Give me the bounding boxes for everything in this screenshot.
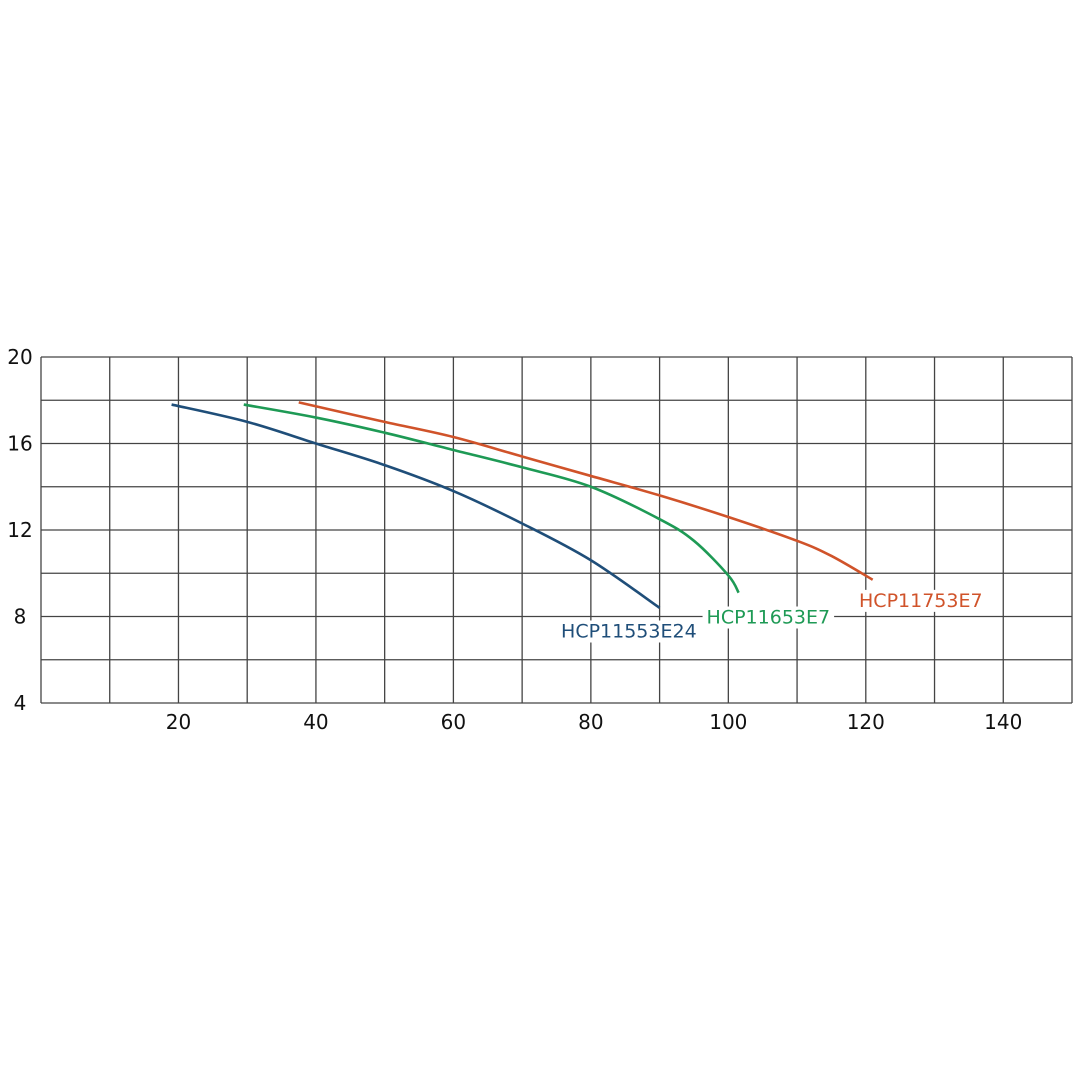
y-tick-label: 20 <box>7 345 32 369</box>
x-tick-label: 120 <box>847 710 885 734</box>
x-tick-label: 140 <box>984 710 1022 734</box>
y-tick-label: 16 <box>7 432 32 456</box>
y-tick-label: 4 <box>14 691 27 715</box>
series-line-HCP11653E7 <box>243 403 740 594</box>
series-label: HCP11753E7 <box>859 590 983 612</box>
series-label: HCP11553E24 <box>561 621 697 643</box>
x-tick-label: 60 <box>441 710 466 734</box>
y-tick-label: 12 <box>7 518 32 542</box>
grid <box>40 356 1073 704</box>
y-tick-label: 8 <box>14 605 27 629</box>
x-tick-label: 100 <box>709 710 747 734</box>
label-background <box>557 620 701 643</box>
series-lines <box>171 401 874 609</box>
series-line-HCP11553E24 <box>171 403 661 609</box>
series-label: HCP11653E7 <box>707 607 831 629</box>
x-tick-label: 40 <box>303 710 328 734</box>
label-background <box>855 589 987 612</box>
x-tick-label: 80 <box>578 710 603 734</box>
tick-labels: 20 40 60 80 100 120 140 4 8 12 16 20 <box>7 345 1022 734</box>
x-tick-label: 20 <box>166 710 191 734</box>
series-labels: HCP11553E24 HCP11653E7 HCP11753E7 <box>557 589 987 643</box>
label-background <box>702 606 835 629</box>
series-line-HCP11753E7 <box>298 401 874 581</box>
